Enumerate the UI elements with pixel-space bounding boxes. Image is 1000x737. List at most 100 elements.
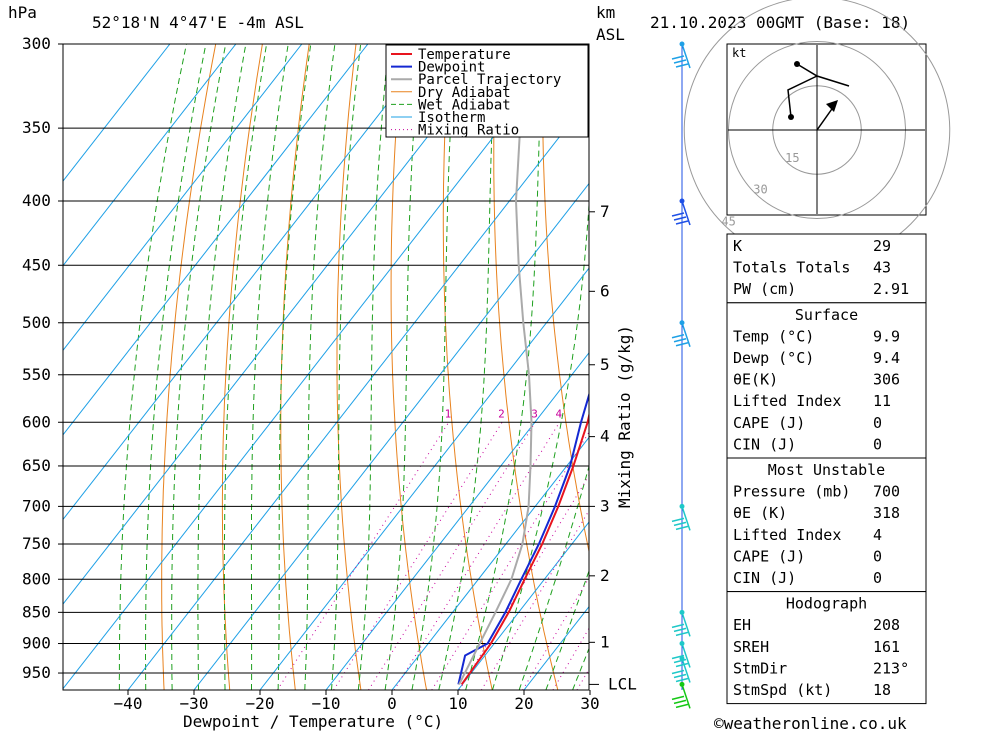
hodograph-point [788,114,794,120]
index-label: CIN (J) [733,569,796,587]
pressure-tick-label: 600 [22,412,51,431]
wet-adiabat [358,44,389,690]
wind-barb [672,44,690,68]
copyright-footer: ©weatheronline.co.uk [714,714,907,733]
index-value: 9.9 [873,327,900,345]
temperature-tick-label: −10 [312,694,341,713]
pressure-tick-label: 700 [22,496,51,515]
index-label: EH [733,616,751,634]
index-value: 0 [873,414,882,432]
temperature-tick-label: −40 [114,694,143,713]
pressure-tick-label: 650 [22,456,51,475]
dry-adiabat [964,44,1000,690]
index-label: Dewp (°C) [733,349,814,367]
isotherm-line [260,44,764,690]
index-table-title: Surface [795,306,858,324]
index-value: 43 [873,259,891,277]
pressure-axis: 3003504004505005506006507007508008509009… [22,34,63,682]
index-label: StmSpd (kt) [733,681,832,699]
index-label: θE (K) [733,504,787,522]
mixing-ratio-line [369,422,536,690]
wind-barb [672,644,690,668]
index-value: 208 [873,616,900,634]
index-table-title: Hodograph [786,595,867,613]
index-label: StmDir [733,659,787,677]
index-label: SREH [733,638,769,656]
wind-barb [672,323,690,347]
hodograph-ring-label: 15 [785,151,799,165]
wet-adiabat [412,44,456,690]
pressure-tick-label: 350 [22,118,51,137]
wind-barb-flag [674,339,686,342]
series-line-parcel-trajectory [459,62,531,685]
index-value: 9.4 [873,349,900,367]
mixing-ratio-axis-title: Mixing Ratio (g/kg) [615,325,634,508]
wind-barb-flag [676,704,688,707]
height-unit-asl: ASL [596,25,625,44]
index-table-title: Most Unstable [768,461,885,479]
isotherm-line [0,44,434,690]
index-value: 161 [873,638,900,656]
wind-barb [672,684,690,708]
dry-adiabat [337,44,361,690]
index-value: 306 [873,371,900,389]
mixing-ratio-label: 3 [531,407,538,420]
wind-barbs [672,42,690,709]
height-tick-label: 3 [600,496,610,515]
datetime-title: 21.10.2023 00GMT (Base: 18) [650,13,910,32]
temperature-tick-label: 20 [514,694,533,713]
index-label: Pressure (mb) [733,483,850,501]
wind-barb-flag [674,628,686,631]
index-value: 0 [873,435,882,453]
hodograph-ring-label: 45 [721,215,735,229]
hodograph-point [794,61,800,67]
temperature-tick-label: 10 [448,694,467,713]
dry-adiabat [281,44,309,690]
wind-barb-flag [674,522,686,525]
wind-barb-flag [672,696,684,699]
wind-barb [672,506,690,530]
index-value: 11 [873,392,891,410]
wet-adiabat [519,44,657,690]
pressure-tick-label: 300 [22,34,51,53]
wind-barb [672,612,690,636]
index-value: 4 [873,526,882,544]
height-tick-label: 6 [600,281,610,300]
pressure-unit-label: hPa [8,3,37,22]
index-label: CIN (J) [733,435,796,453]
pressure-tick-label: 900 [22,634,51,653]
height-tick-label: 1 [600,632,610,651]
index-label: K [733,237,742,255]
index-value: 0 [873,569,882,587]
wind-barb-flag [674,60,686,63]
legend-entry: Mixing Ratio [418,123,519,139]
index-label: CAPE (J) [733,414,805,432]
index-label: CAPE (J) [733,547,805,565]
dry-adiabat [391,44,427,690]
index-label: θE(K) [733,371,778,389]
isotherm-line [128,44,632,690]
pressure-tick-label: 550 [22,365,51,384]
wet-adiabat [119,44,186,690]
wet-adiabat [278,44,311,690]
hodograph-ring-label: 30 [753,183,767,197]
pressure-tick-label: 400 [22,191,51,210]
temperature-tick-label: 30 [580,694,599,713]
height-tick-label: 4 [600,427,610,446]
index-value: 213° [873,659,909,677]
pressure-tick-label: 450 [22,255,51,274]
dry-adiabat [543,44,624,690]
index-value: 0 [873,547,882,565]
index-label: Totals Totals [733,259,850,277]
index-label: Lifted Index [733,526,841,544]
lcl-label: LCL [608,674,637,693]
dry-adiabat [917,44,1000,690]
index-value: 29 [873,237,891,255]
pressure-tick-label: 750 [22,534,51,553]
pressure-tick-label: 950 [22,663,51,682]
height-tick-label: 2 [600,566,610,585]
